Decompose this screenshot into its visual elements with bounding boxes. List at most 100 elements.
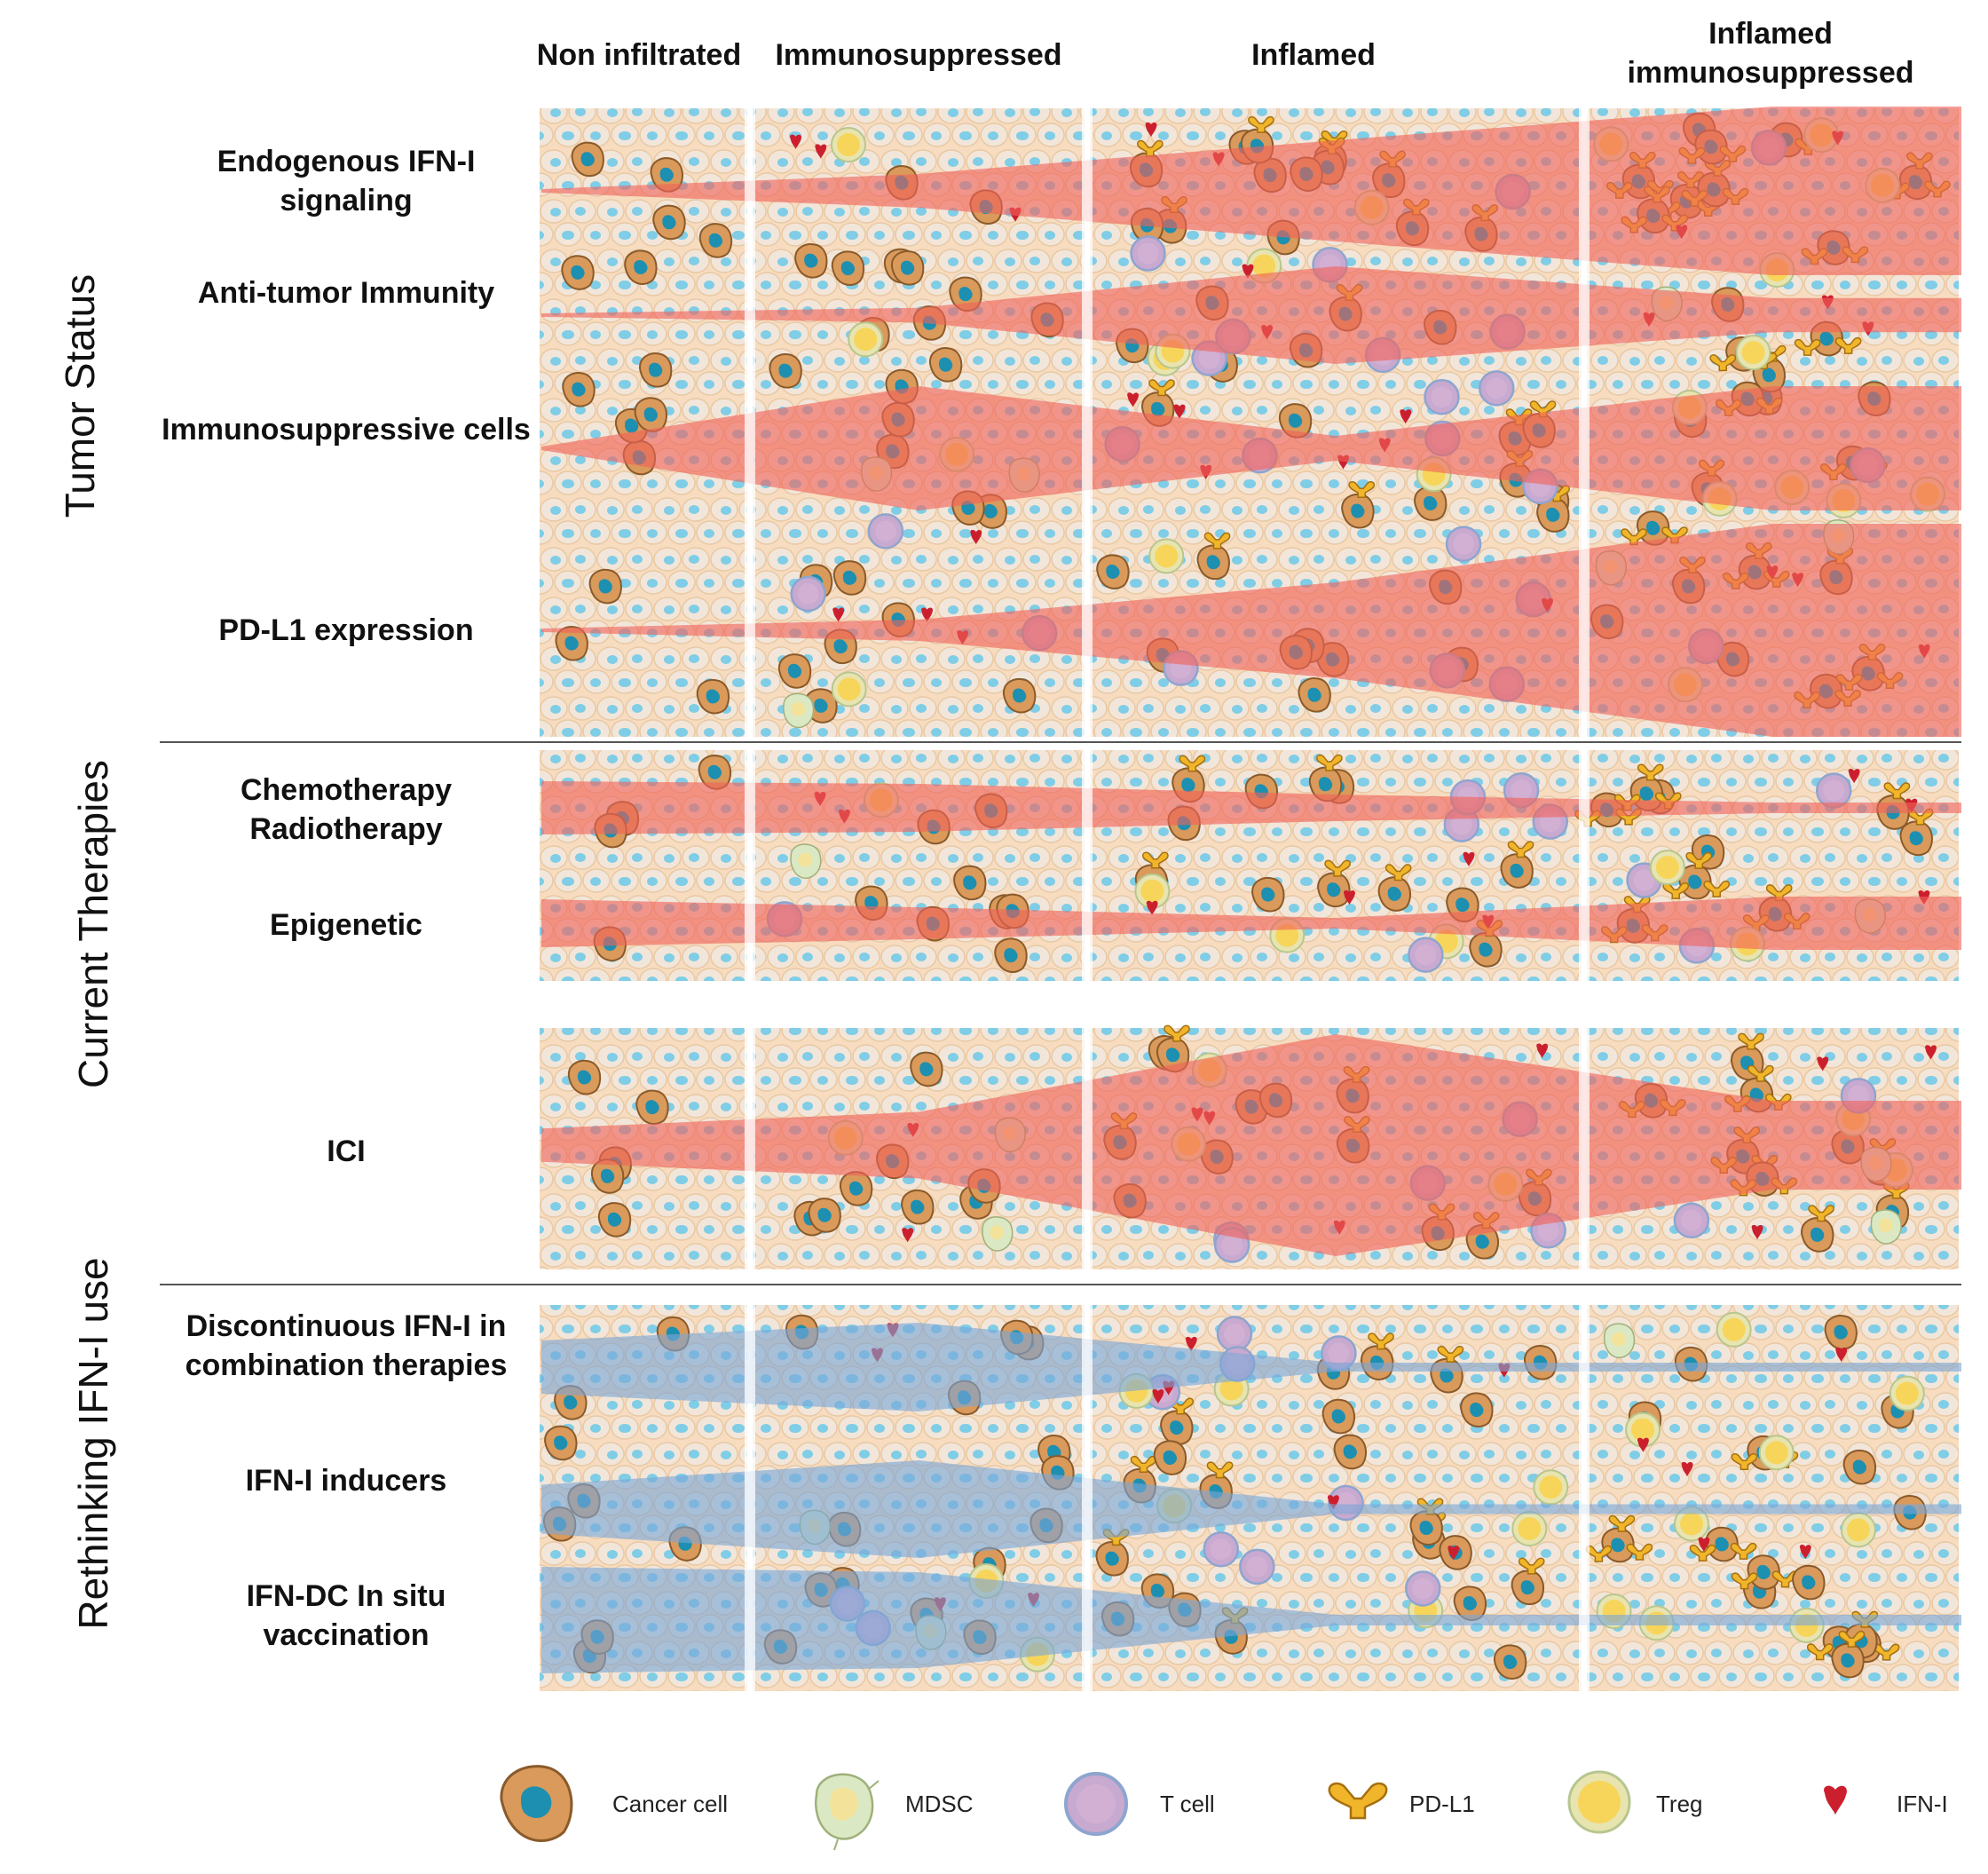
cancer-cell-icon [1831, 1642, 1865, 1679]
column-separator-3 [1579, 105, 1590, 1694]
cancer-cell-icon [794, 243, 828, 279]
ifn-i-icon [1448, 1546, 1460, 1561]
cancer-cell-icon [1409, 1510, 1443, 1546]
pd-l1-icon [1316, 754, 1343, 771]
ifn-i-icon [1344, 890, 1355, 905]
ifn-i-icon [1681, 1461, 1693, 1477]
cancer-cell-icon [928, 347, 963, 383]
column-header-immunosuppressed: Immunosuppressed [775, 38, 1062, 72]
cancer-cell-icon [1469, 932, 1503, 968]
wedge-pd-l1 [541, 524, 1961, 737]
row-label-ici: ICI [327, 1135, 366, 1168]
pd-l1-icon [1248, 115, 1274, 133]
treg-icon [1148, 538, 1185, 574]
ifn-i-icon [1145, 122, 1157, 138]
t-cell-icon [867, 513, 904, 550]
legend-treg-icon [1567, 1770, 1631, 1834]
legend-cancer-cell-icon [500, 1765, 573, 1842]
cancer-cell-icon [1321, 1398, 1356, 1435]
t-cell-icon [1203, 1530, 1240, 1568]
cancer-cell-icon [562, 372, 596, 407]
t-cell-icon [1479, 370, 1515, 407]
cancer-cell-icon [994, 937, 1028, 973]
t-cell-icon [1673, 1202, 1710, 1239]
ifn-i-icon [1173, 404, 1186, 419]
cancer-cell-icon [1511, 1570, 1545, 1606]
cancer-cell-icon [597, 1202, 632, 1237]
cancer-cell-icon [590, 1158, 625, 1194]
pd-l1-icon [1142, 851, 1169, 869]
pd-l1-icon [1685, 851, 1713, 869]
column-separator-1 [745, 105, 755, 1694]
ifn-i-icon [790, 134, 802, 149]
wedge-ici [541, 1034, 1961, 1256]
row-label-ifn-dc: IFN-DC In situ vaccination [246, 1579, 446, 1652]
cancer-cell-icon [1377, 876, 1412, 912]
cancer-cell-icon [1899, 820, 1933, 857]
cancer-cell-icon [1705, 1526, 1739, 1562]
treg-icon [1625, 1411, 1661, 1448]
wedge-ifn-dc [541, 1567, 1961, 1673]
mdsc-icon [1603, 1323, 1636, 1359]
ifn-i-icon [1242, 264, 1254, 279]
legend: Cancer cell MDSC T cell PD-L1 Treg [500, 1765, 1948, 1851]
cancer-cell-icon [1792, 1564, 1826, 1601]
mdsc-icon [1870, 1209, 1902, 1245]
pd-l1-icon [1747, 1064, 1774, 1082]
ifn-i-icon [902, 1228, 914, 1243]
column-header-inflamed-immunosuppressed: Inflamed immunosuppressed [1627, 17, 1914, 90]
cancer-cell-icon [696, 679, 730, 715]
pd-l1-icon [1838, 1630, 1866, 1648]
pd-l1-icon [1806, 1643, 1834, 1661]
ifn-i-icon [1152, 1388, 1164, 1404]
cancer-cell-icon [1601, 1527, 1635, 1563]
cancer-cell-icon [698, 223, 733, 258]
legend-t-cell-label: T cell [1160, 1791, 1215, 1817]
cancer-cell-icon [1160, 1410, 1194, 1446]
wedge-chemo-radio [541, 781, 1961, 834]
row-label-immunosuppressive: Immunosuppressive cells [162, 413, 531, 447]
cancer-cell-icon [624, 249, 658, 285]
ifn-i-icon [1463, 851, 1475, 866]
row-label-pd-l1: PD-L1 expression [218, 613, 474, 647]
wedge-immunosuppressive [541, 386, 1961, 510]
cancer-cell-icon [1317, 872, 1351, 908]
cancer-cell-icon [652, 204, 686, 241]
pd-l1-icon [1626, 1543, 1653, 1561]
cancer-cell-icon [831, 250, 865, 286]
treg-icon [1674, 1506, 1710, 1542]
intensity-wedges [541, 107, 1961, 1673]
cancer-cell-icon [777, 653, 812, 689]
cancer-cell-icon [1678, 864, 1712, 900]
cancer-cell-icon [635, 1089, 669, 1126]
wedge-ifn-combo [541, 1323, 1961, 1411]
pd-l1-icon [1637, 763, 1664, 781]
legend-t-cell-icon [1064, 1772, 1128, 1836]
cancer-cell-icon [890, 250, 925, 286]
treg-icon [1735, 335, 1771, 371]
cancer-cell-icon [1842, 1450, 1877, 1485]
legend-mdsc-icon [814, 1773, 880, 1851]
cancer-cell-icon [571, 141, 604, 178]
ifn-i-icon [921, 607, 934, 622]
cancer-cell-icon [1251, 877, 1285, 913]
cancer-cell-icon [1333, 1434, 1367, 1470]
pd-l1-icon [1873, 1643, 1900, 1661]
pd-l1-icon [1206, 1461, 1234, 1479]
t-cell-icon [1445, 526, 1482, 562]
cancer-cell-icon [1298, 677, 1331, 713]
column-header-non-infiltrated: Non infiltrated [536, 38, 742, 72]
dividers [160, 105, 1961, 1694]
t-cell-icon [1424, 378, 1460, 415]
row-label-anti-tumor: Anti-tumor Immunity [197, 276, 495, 310]
wedge-endogenous-ifn [541, 107, 1961, 275]
t-cell-icon [1239, 1548, 1275, 1585]
pd-l1-icon [1661, 526, 1688, 544]
cancer-cell-icon [808, 1198, 841, 1233]
pd-l1-icon [1794, 338, 1821, 356]
cancer-cell-icon [769, 353, 802, 389]
pd-l1-icon [1765, 884, 1793, 902]
pd-l1-icon [1368, 1332, 1394, 1350]
cancer-cell-icon [567, 1059, 602, 1095]
